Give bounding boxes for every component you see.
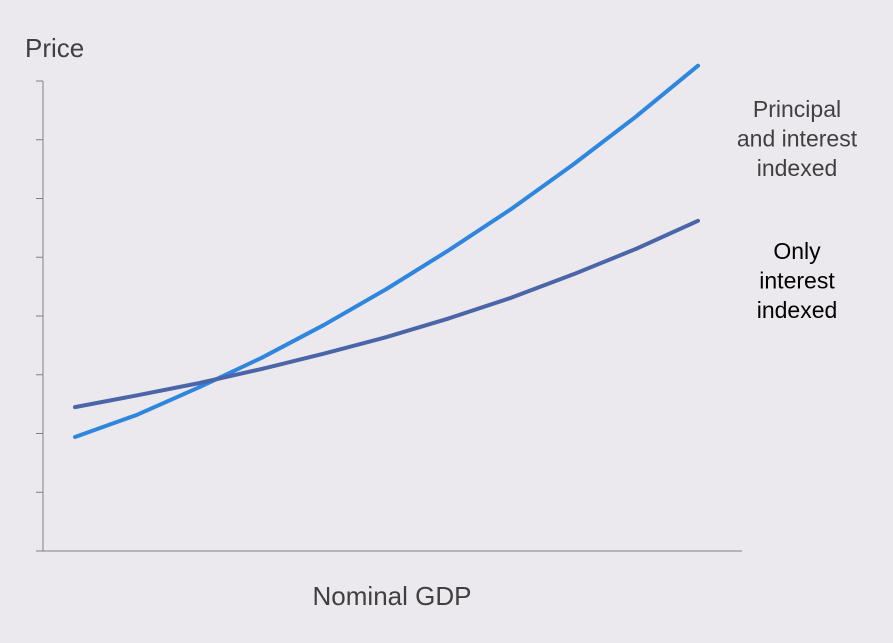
series-label-line: interest: [759, 267, 835, 293]
series-line-1: [73, 63, 700, 439]
series-label-line: and interest: [737, 125, 858, 151]
series-line-2: [73, 218, 700, 410]
series-label-1: Principal and interest indexed: [737, 96, 858, 181]
y-axis-title: Price: [25, 33, 84, 63]
series-label-line: Principal: [753, 96, 841, 122]
x-axis-title: Nominal GDP: [313, 581, 472, 611]
series-label-2: Only interest indexed: [757, 238, 838, 323]
series-label-line: Only: [773, 238, 821, 264]
series-label-line: indexed: [757, 155, 838, 181]
series-label-line: indexed: [757, 297, 838, 323]
